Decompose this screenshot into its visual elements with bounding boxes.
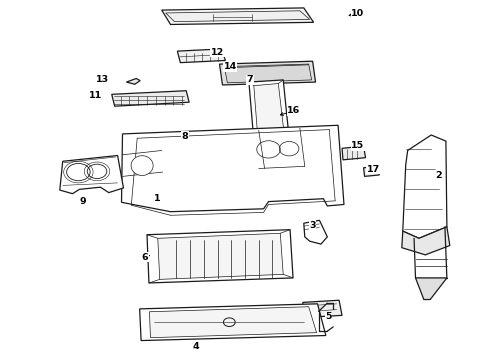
Polygon shape (182, 142, 216, 166)
Polygon shape (229, 65, 242, 73)
Polygon shape (112, 91, 189, 106)
Polygon shape (162, 8, 314, 24)
Text: 15: 15 (351, 141, 364, 150)
Polygon shape (60, 156, 123, 194)
Polygon shape (254, 84, 284, 137)
Text: 13: 13 (97, 75, 109, 84)
Polygon shape (158, 233, 283, 279)
Text: 17: 17 (367, 165, 380, 174)
Text: 16: 16 (287, 107, 301, 116)
Polygon shape (122, 125, 344, 212)
Text: 5: 5 (325, 312, 332, 321)
Polygon shape (220, 61, 316, 85)
Polygon shape (416, 278, 447, 300)
Text: 3: 3 (309, 221, 316, 230)
Ellipse shape (131, 156, 153, 176)
Polygon shape (304, 220, 327, 244)
Text: 14: 14 (223, 62, 237, 71)
Polygon shape (177, 49, 225, 63)
Polygon shape (126, 78, 140, 84)
Polygon shape (166, 11, 310, 22)
Text: 7: 7 (246, 76, 253, 85)
Polygon shape (147, 230, 293, 283)
Polygon shape (224, 64, 312, 83)
Polygon shape (249, 80, 289, 140)
Polygon shape (403, 135, 447, 238)
Text: 4: 4 (193, 342, 199, 351)
Text: 10: 10 (351, 9, 364, 18)
Polygon shape (149, 307, 317, 338)
Polygon shape (364, 166, 379, 176)
Text: 6: 6 (142, 253, 148, 262)
Polygon shape (402, 227, 450, 255)
Text: 11: 11 (89, 91, 103, 100)
Polygon shape (177, 139, 220, 168)
Text: 1: 1 (153, 194, 160, 203)
Text: 9: 9 (79, 197, 86, 206)
Polygon shape (342, 146, 366, 160)
Text: 8: 8 (182, 132, 189, 141)
Text: 2: 2 (436, 171, 442, 180)
Text: 12: 12 (211, 48, 224, 57)
Polygon shape (303, 300, 342, 318)
Polygon shape (140, 304, 326, 341)
